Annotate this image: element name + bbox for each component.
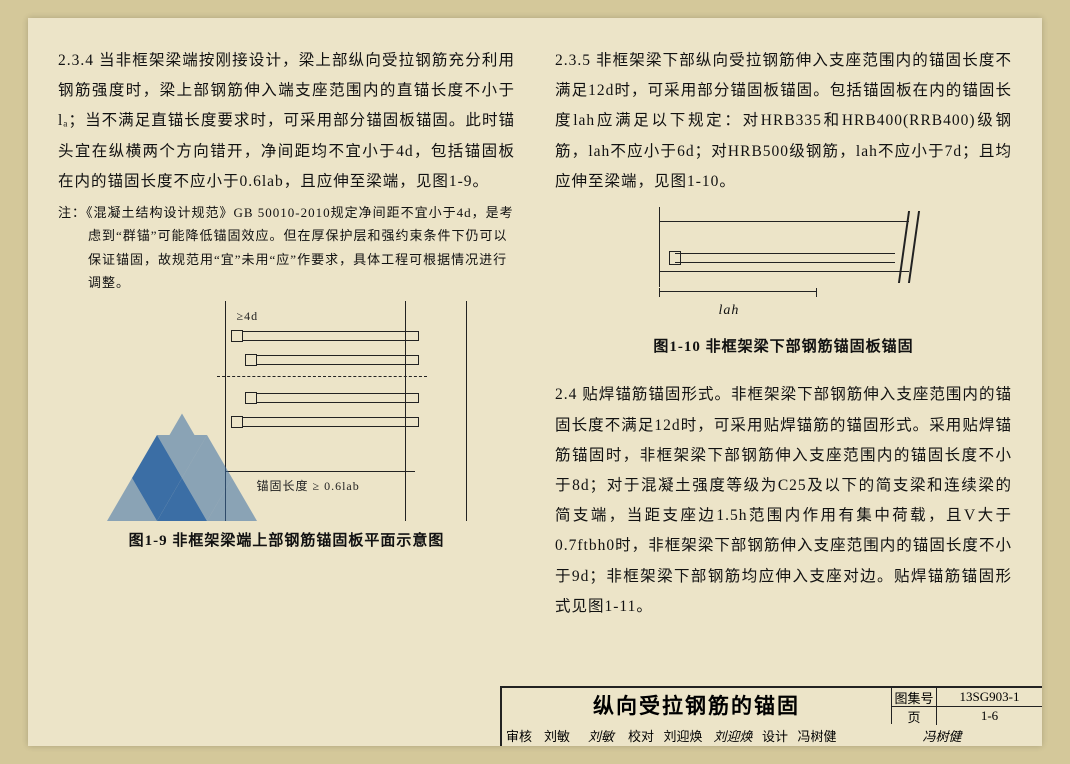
check-校对-name: 刘迎焕 (658, 724, 708, 746)
figure-1-10: lah 图1-10 非框架梁下部钢筋锚固板锚固 (555, 207, 1012, 362)
figure-1-9: ≥4d 锚固长度 ≥ 0.6lab (58, 301, 515, 556)
dim-4d: ≥4d (237, 305, 259, 328)
paragraph-2-3-4: 2.3.4 当非框架梁端按刚接设计，梁上部纵向受拉钢筋充分利用钢筋强度时，梁上部… (58, 46, 515, 197)
check-设计-label: 设计 (758, 724, 792, 746)
figure-1-10-caption: 图1-10 非框架梁下部钢筋锚固板锚固 (555, 333, 1012, 362)
check-审核-label: 审核 (502, 724, 536, 746)
figure-1-10-diagram: lah (619, 207, 949, 327)
content-area: 2.3.4 当非框架梁端按刚接设计，梁上部纵向受拉钢筋充分利用钢筋强度时，梁上部… (28, 18, 1042, 686)
figure-1-9-caption: 图1-9 非框架梁端上部钢筋锚固板平面示意图 (58, 527, 515, 556)
document-page: 2.3.4 当非框架梁端按刚接设计，梁上部纵向受拉钢筋充分利用钢筋强度时，梁上部… (28, 18, 1042, 746)
code-value: 13SG903-1 (937, 688, 1042, 706)
check-设计-sign: 冯树健 (842, 724, 1042, 746)
watermark-icon (97, 421, 277, 521)
right-column: 2.3.5 非框架梁下部纵向受拉钢筋伸入支座范围内的锚固长度不满足12d时，可采… (555, 46, 1012, 686)
check-设计-name: 冯树健 (792, 724, 842, 746)
page-number: 1-6 (937, 707, 1042, 725)
dim-lah: lah (719, 297, 740, 324)
page-label: 页 (892, 707, 937, 725)
title-block: 纵向受拉钢筋的锚固 图集号 13SG903-1 页 1-6 审核 刘敏 刘敏 校… (500, 686, 1042, 746)
check-审核-sign: 刘敏 (578, 724, 624, 746)
paragraph-2-3-5: 2.3.5 非框架梁下部纵向受拉钢筋伸入支座范围内的锚固长度不满足12d时，可采… (555, 46, 1012, 197)
check-校对-sign: 刘迎焕 (708, 724, 758, 746)
code-label: 图集号 (892, 688, 937, 706)
check-审核-name: 刘敏 (536, 724, 578, 746)
paragraph-2-4: 2.4 贴焊锚筋锚固形式。非框架梁下部钢筋伸入支座范围内的锚固长度不满足12d时… (555, 380, 1012, 622)
note-text: 注：《混凝土结构设计规范》GB 50010-2010规定净间距不宜小于4d，是考… (58, 201, 515, 295)
page-title: 纵向受拉钢筋的锚固 (502, 688, 892, 724)
check-校对-label: 校对 (624, 724, 658, 746)
figure-1-9-diagram: ≥4d 锚固长度 ≥ 0.6lab (107, 301, 467, 521)
left-column: 2.3.4 当非框架梁端按刚接设计，梁上部纵向受拉钢筋充分利用钢筋强度时，梁上部… (58, 46, 515, 686)
